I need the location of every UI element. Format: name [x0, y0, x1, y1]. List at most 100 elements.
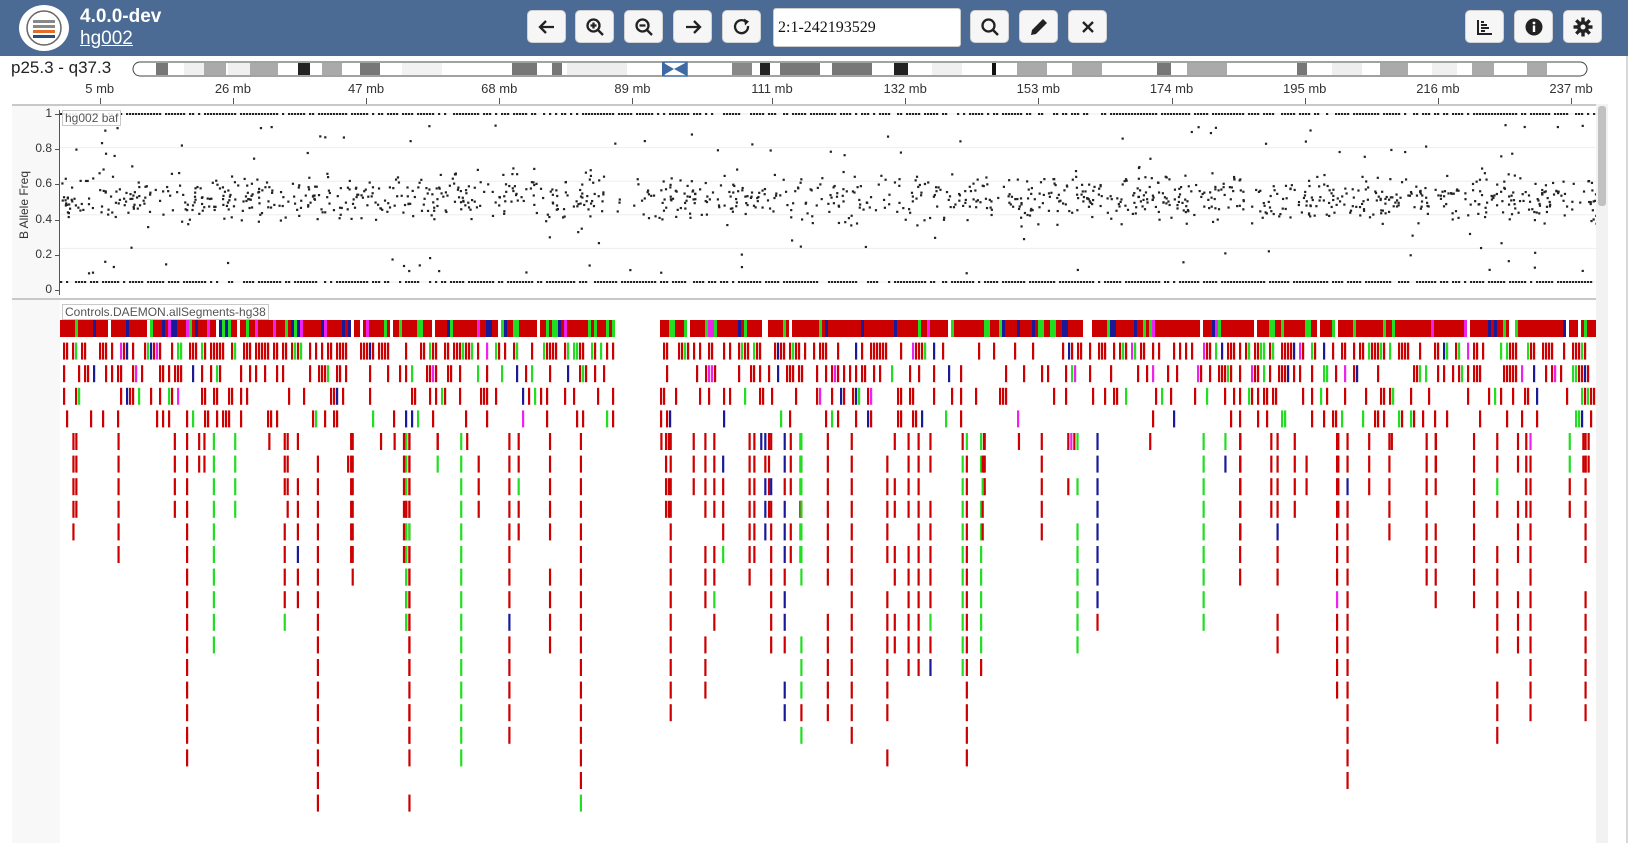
segment-feature	[321, 342, 324, 360]
segment-feature	[1584, 546, 1587, 563]
baf-point	[1468, 232, 1472, 236]
baf-point	[453, 182, 456, 185]
segment-feature	[405, 478, 408, 496]
segment-feature	[1122, 320, 1125, 337]
baf-point	[102, 281, 105, 283]
segment-feature	[1032, 320, 1035, 337]
segment-feature	[393, 410, 396, 428]
segment-feature	[234, 342, 237, 360]
baf-point	[1524, 190, 1527, 194]
baf-point	[575, 200, 578, 203]
segment-feature	[286, 478, 289, 496]
segment-feature	[246, 387, 249, 405]
segment-feature	[660, 320, 663, 337]
segment-feature	[186, 478, 189, 496]
baf-point	[1056, 113, 1059, 115]
track-separator	[12, 298, 1596, 300]
baf-point	[828, 281, 831, 283]
igv-logo[interactable]	[19, 5, 69, 51]
segment-feature	[1455, 342, 1458, 360]
baf-point	[874, 209, 878, 212]
baf-point	[741, 189, 744, 192]
baf-point	[503, 212, 506, 215]
zoom-out-button[interactable]	[624, 10, 663, 43]
baf-point	[962, 204, 965, 208]
chromosome-ideogram[interactable]	[132, 61, 1588, 77]
baf-point	[685, 199, 688, 202]
baf-point	[810, 281, 813, 283]
segment-feature	[924, 320, 927, 337]
baf-point	[1446, 174, 1449, 178]
segment-feature	[850, 568, 853, 586]
baf-point	[1184, 210, 1187, 214]
ideogram-band	[156, 63, 168, 75]
segment-feature	[1263, 342, 1266, 360]
track-settings-button[interactable]	[1465, 10, 1504, 43]
baf-track[interactable]	[60, 106, 1596, 296]
segment-feature	[72, 342, 75, 360]
annotate-button[interactable]	[1019, 10, 1058, 43]
baf-point	[91, 271, 95, 274]
segments-track[interactable]	[60, 320, 1596, 843]
ruler[interactable]: 5 mb 26 mb 47 mb 68 mb 89 mb 111 mb 132 mb 153 …	[60, 78, 1596, 104]
segment-feature	[1575, 410, 1578, 428]
segment-feature	[548, 433, 552, 450]
segment-feature	[522, 410, 525, 428]
baf-point	[1419, 189, 1422, 192]
vertical-scrollbar[interactable]	[1596, 104, 1608, 843]
segment-feature	[1575, 342, 1578, 360]
baf-point	[222, 113, 225, 115]
segment-feature	[965, 681, 968, 699]
segment-feature	[402, 433, 406, 450]
baf-point	[1083, 113, 1086, 115]
baf-point	[900, 113, 903, 115]
segment-feature	[105, 342, 108, 360]
segments-track-name[interactable]: Controls.DAEMON.allSegments-hg38	[62, 304, 269, 320]
search-button[interactable]	[970, 10, 1009, 43]
ruler-tick-label: 89 mb	[614, 81, 651, 96]
segment-feature	[460, 546, 463, 563]
baf-point	[543, 113, 546, 115]
baf-point	[166, 185, 169, 189]
baf-point	[841, 194, 844, 197]
scrollbar-thumb[interactable]	[1598, 106, 1606, 206]
segment-feature	[582, 320, 585, 337]
settings-button[interactable]	[1563, 10, 1602, 43]
locus-input[interactable]	[773, 8, 961, 47]
baf-point	[1387, 198, 1391, 201]
baf-point	[869, 196, 873, 199]
back-button[interactable]	[527, 10, 566, 43]
baf-point	[798, 281, 801, 283]
baf-point	[769, 149, 772, 152]
segment-feature	[543, 342, 546, 360]
zoom-in-button[interactable]	[575, 10, 614, 43]
baf-point	[1439, 194, 1443, 197]
baf-point	[987, 113, 990, 115]
baf-point	[491, 190, 494, 194]
baf-point	[213, 208, 216, 212]
genome-link[interactable]: hg002	[80, 28, 133, 49]
baf-point	[1168, 203, 1171, 207]
baf-point	[912, 281, 915, 283]
baf-point	[133, 203, 136, 206]
baf-point	[467, 185, 471, 188]
info-button[interactable]	[1514, 10, 1553, 43]
baf-point	[1106, 211, 1109, 214]
forward-button[interactable]	[673, 10, 712, 43]
baf-point	[1397, 204, 1400, 207]
segment-feature	[873, 342, 876, 360]
segment-feature	[460, 455, 463, 473]
baf-point	[726, 281, 729, 283]
segment-feature	[508, 433, 511, 450]
refresh-button[interactable]	[722, 10, 761, 43]
segment-feature	[1587, 320, 1590, 337]
clear-button[interactable]	[1068, 10, 1107, 43]
segment-feature	[692, 455, 695, 473]
baf-point	[1338, 113, 1341, 115]
segment-feature	[1374, 342, 1377, 360]
baf-point	[1308, 113, 1311, 115]
baf-point	[233, 181, 237, 184]
baf-track-name[interactable]: hg002 baf	[62, 110, 122, 126]
baf-point	[315, 185, 318, 188]
baf-point	[616, 210, 619, 213]
